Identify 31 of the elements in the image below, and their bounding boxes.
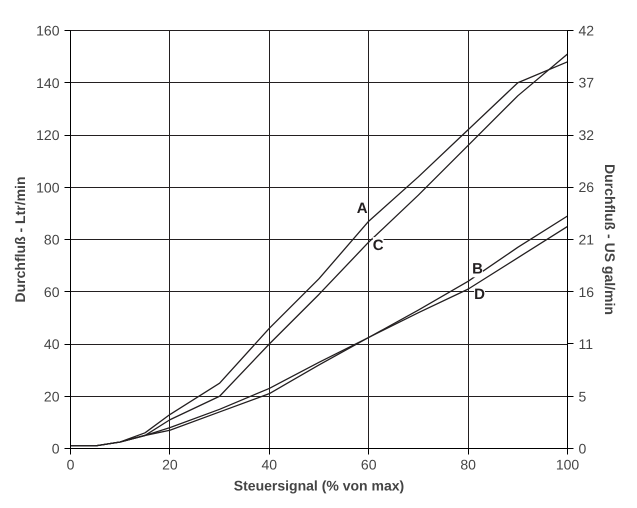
y-axis-title: Durchfluß - Ltr/min: [12, 176, 28, 302]
y-tick-label: 0: [52, 440, 60, 456]
y-tick-label: 60: [44, 284, 60, 300]
x-axis-title: Steuersignal (% von max): [234, 478, 404, 494]
series-label: B: [472, 260, 484, 278]
y-tick-label: 20: [44, 388, 60, 404]
y2-tick-label: 5: [578, 388, 586, 404]
x-tick-label: 40: [262, 456, 278, 472]
y-tick-label: 40: [44, 336, 60, 352]
y2-tick-label: 16: [578, 284, 594, 300]
x-tick-label: 60: [360, 456, 377, 472]
y2-tick-label: 21: [578, 231, 594, 248]
y-tick-label: 100: [36, 179, 60, 196]
x-tick-label: 80: [460, 456, 476, 472]
y-tick-label: 80: [44, 232, 60, 248]
y-tick-label: 140: [36, 74, 60, 91]
y2-tick-label: 42: [578, 22, 594, 38]
x-tick-label: 20: [162, 456, 178, 472]
x-tick-label: 100: [556, 456, 580, 472]
y2-axis-title: Durchfluß - US gal/min: [602, 164, 618, 315]
y2-tick-label: 26: [578, 179, 594, 196]
y2-tick-label: 32: [578, 127, 594, 144]
series-label: D: [474, 286, 486, 304]
y2-tick-label: 37: [578, 74, 594, 91]
y2-tick-label: 0: [578, 440, 586, 456]
y-tick-label: 120: [36, 127, 60, 143]
x-tick-label: 0: [66, 456, 75, 472]
series-label: C: [372, 237, 384, 254]
series-label: A: [356, 200, 368, 218]
y2-tick-label: 11: [578, 336, 594, 352]
y-tick-label: 160: [36, 22, 60, 38]
